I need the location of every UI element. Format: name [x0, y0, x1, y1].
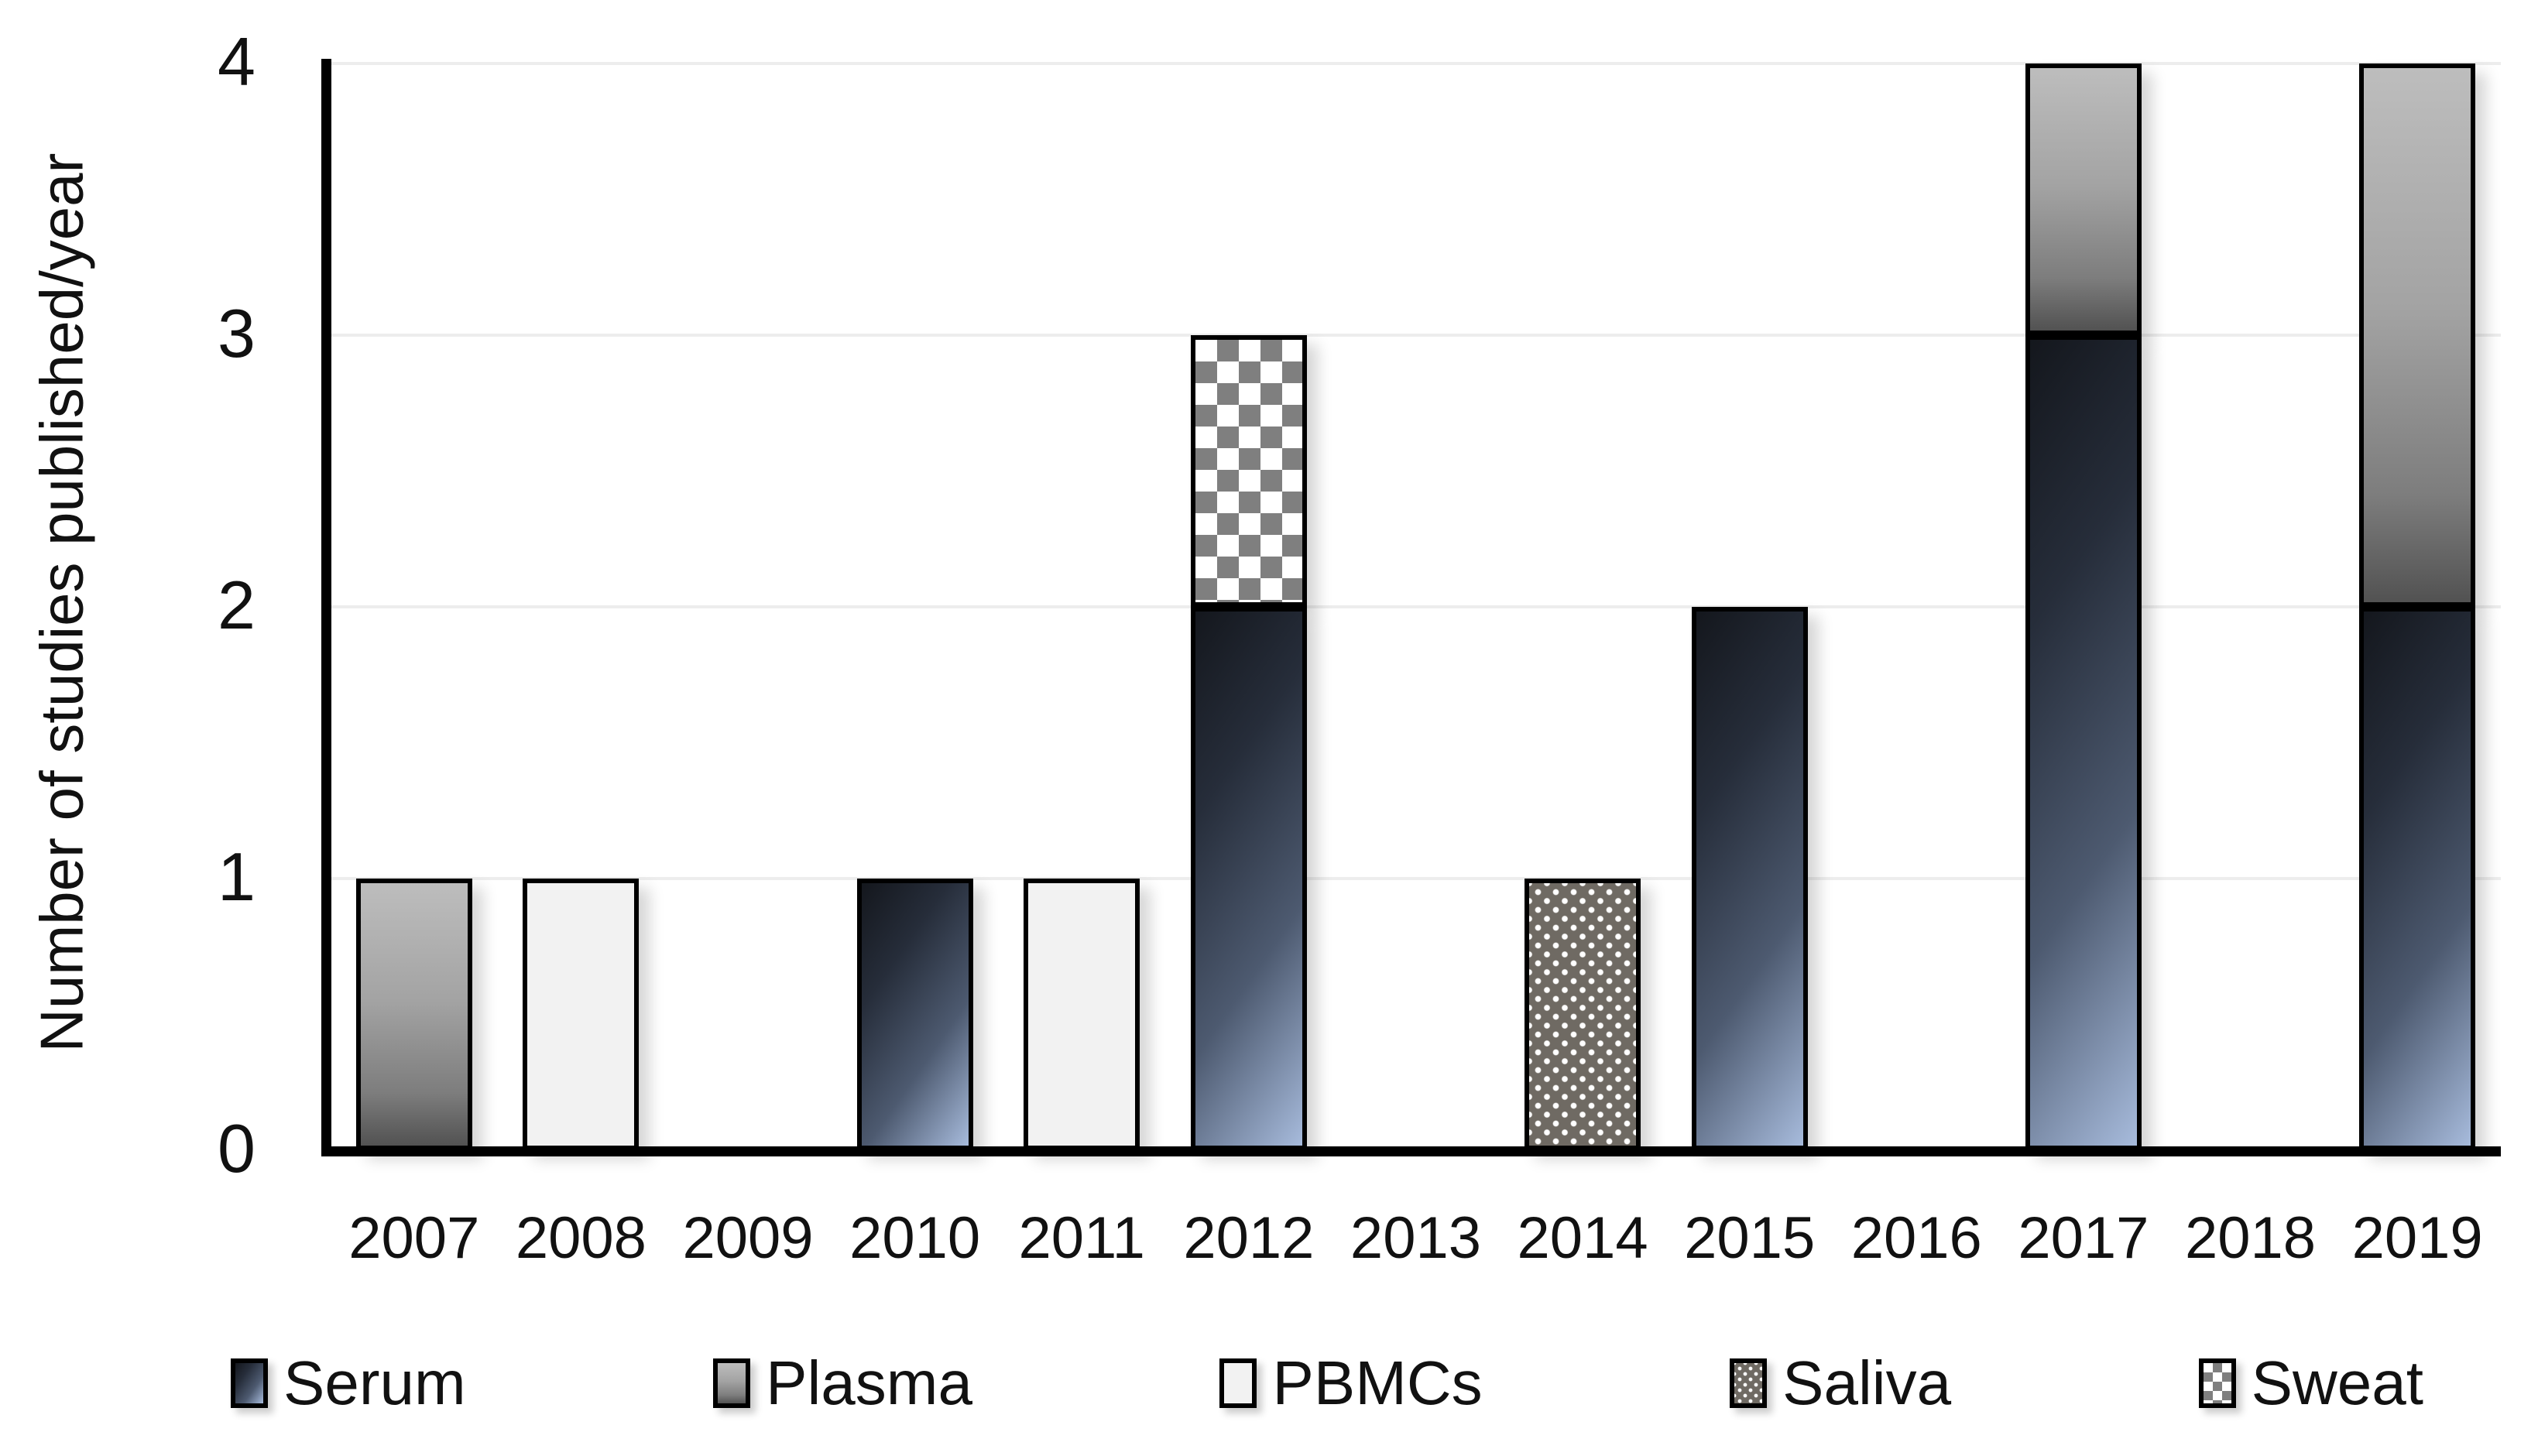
x-tick-label-2016: 2016	[1850, 1205, 1982, 1271]
bar-group-2017	[2000, 63, 2167, 1150]
gridline-4	[331, 62, 2501, 65]
x-tick-label-2008: 2008	[515, 1205, 647, 1271]
bar-segment-2010-serum	[856, 879, 973, 1150]
bar-segment-2012-serum	[1190, 607, 1307, 1150]
bars-area	[331, 63, 2501, 1150]
bar-segment-2019-plasma	[2359, 63, 2476, 607]
bar-segment-2019-serum	[2359, 607, 2476, 1150]
bar-group-2011	[998, 63, 1165, 1150]
bar-group-2015	[1666, 63, 1833, 1150]
legend-swatch-pbmcs	[1219, 1358, 1257, 1408]
bar-segment-2017-serum	[2025, 335, 2142, 1150]
legend-label-sweat: Sweat	[2251, 1348, 2423, 1417]
legend-label-serum: Serum	[283, 1348, 466, 1417]
gridline-3	[331, 334, 2501, 337]
bar-group-2007	[331, 63, 498, 1150]
bar-group-2009	[664, 63, 832, 1150]
y-tick-label-1: 1	[218, 838, 256, 916]
bar-group-2019	[2334, 63, 2501, 1150]
y-tick-label-2: 2	[218, 567, 256, 644]
x-tick-label-2015: 2015	[1684, 1205, 1816, 1271]
x-tick-label-2019: 2019	[2351, 1205, 2483, 1271]
gridline-2	[331, 605, 2501, 608]
gridline-1	[331, 877, 2501, 880]
legend-label-plasma: Plasma	[766, 1348, 972, 1417]
bar-group-2013	[1332, 63, 1500, 1150]
legend-item-pbmcs: PBMCs	[1219, 1348, 1483, 1417]
y-axis-line	[321, 59, 331, 1150]
bar-segment-2008-pbmcs	[523, 879, 640, 1150]
x-tick-label-2012: 2012	[1183, 1205, 1315, 1271]
legend-swatch-plasma	[713, 1358, 751, 1408]
legend-label-pbmcs: PBMCs	[1272, 1348, 1483, 1417]
x-tick-label-2010: 2010	[849, 1205, 981, 1271]
bar-segment-2015-serum	[1691, 607, 1808, 1150]
y-tick-label-0: 0	[218, 1110, 256, 1187]
bar-group-2010	[832, 63, 999, 1150]
bar-group-2008	[498, 63, 665, 1150]
bar-group-2016	[1833, 63, 2000, 1150]
legend-item-sweat: Sweat	[2198, 1348, 2423, 1417]
x-tick-label-2014: 2014	[1517, 1205, 1648, 1271]
bar-group-2014	[1499, 63, 1666, 1150]
x-axis-line	[321, 1146, 2501, 1156]
x-tick-label-2018: 2018	[2184, 1205, 2317, 1271]
legend-swatch-sweat	[2198, 1358, 2236, 1408]
legend-swatch-serum	[231, 1358, 268, 1408]
x-axis-tick-labels: 2007 2008 2009 2010 2011 2012 2013 2014 2015 2016…	[331, 1206, 2501, 1271]
legend-label-saliva: Saliva	[1782, 1348, 1952, 1417]
bar-group-2012	[1165, 63, 1332, 1150]
bar-group-2018	[2167, 63, 2334, 1150]
x-tick-label-2013: 2013	[1350, 1205, 1481, 1271]
legend-item-plasma: Plasma	[713, 1352, 972, 1414]
x-tick-label-2007: 2007	[348, 1205, 480, 1271]
bar-segment-2017-plasma	[2025, 63, 2142, 335]
y-tick-label-3: 3	[218, 295, 256, 372]
x-tick-label-2011: 2011	[1018, 1205, 1145, 1271]
legend-item-saliva: Saliva	[1730, 1352, 1951, 1414]
bar-segment-2007-plasma	[355, 879, 472, 1150]
x-tick-label-2017: 2017	[2018, 1205, 2149, 1271]
x-tick-label-2009: 2009	[682, 1205, 814, 1271]
bar-segment-2014-saliva	[1525, 879, 1641, 1150]
y-tick-label-4: 4	[218, 23, 256, 101]
legend: Serum Plasma PBMCs Saliva Sweat	[0, 1333, 2538, 1434]
bar-segment-2012-sweat	[1190, 335, 1307, 607]
bar-segment-2011-pbmcs	[1024, 879, 1140, 1150]
legend-item-serum: Serum	[231, 1352, 466, 1414]
legend-swatch-saliva	[1730, 1358, 1768, 1408]
